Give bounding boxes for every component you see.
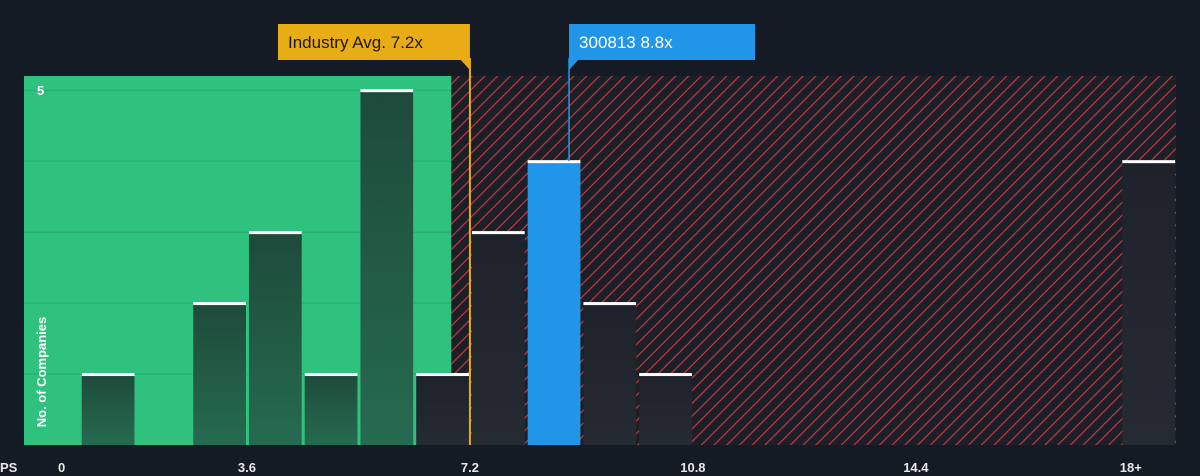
x-tick-label: 0 (58, 460, 65, 475)
y-tick-label: 5 (37, 83, 44, 98)
histogram-bar-cap (81, 373, 135, 377)
x-tick-label: 18+ (1120, 460, 1142, 475)
histogram-bar (1122, 161, 1175, 445)
industry-avg-label: Industry Avg. 7.2x (288, 33, 423, 52)
histogram-bar (81, 374, 135, 445)
histogram-bar (360, 90, 414, 445)
histogram-bar (527, 161, 581, 445)
x-tick-label: 7.2 (461, 460, 479, 475)
x-tick-label: 14.4 (903, 460, 929, 475)
histogram-bar (304, 374, 358, 445)
histogram-bar-cap (527, 160, 581, 164)
histogram-bar-cap (416, 373, 469, 377)
x-tick-label: 10.8 (680, 460, 705, 475)
industry-avg-pointer (459, 59, 470, 70)
x-tick-label: 3.6 (238, 460, 256, 475)
histogram-bar (248, 232, 302, 445)
histogram-bar-cap (193, 302, 246, 306)
company-callout (569, 24, 756, 60)
histogram-bar-cap (248, 231, 302, 235)
histogram-bar (193, 303, 246, 445)
histogram-bar (583, 303, 637, 445)
x-axis-label: PS (0, 460, 18, 475)
industry-avg-callout (278, 24, 470, 60)
histogram-bar-cap (304, 373, 358, 377)
histogram-bar-cap (583, 302, 637, 306)
histogram-bar-cap (1122, 160, 1175, 164)
company-pointer (569, 59, 580, 70)
company-label: 300813 8.8x (579, 33, 673, 52)
histogram-bar (639, 374, 692, 445)
histogram-bar-cap (639, 373, 692, 377)
y-axis-label: No. of Companies (34, 317, 49, 428)
histogram-bar (416, 374, 469, 445)
histogram-bar-cap (360, 89, 414, 93)
histogram-bar (471, 232, 525, 445)
histogram-bar-cap (471, 231, 525, 235)
